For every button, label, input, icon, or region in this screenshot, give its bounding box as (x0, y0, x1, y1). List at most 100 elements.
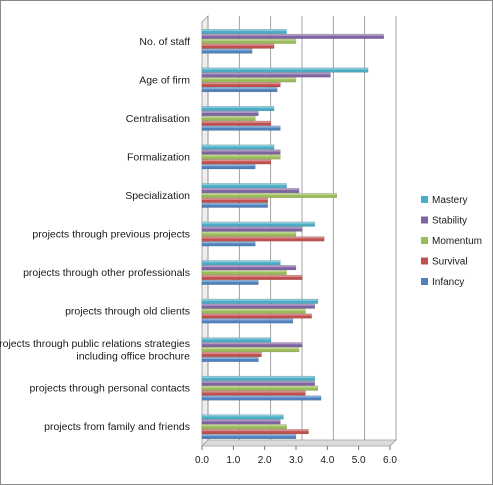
bar-momentum (201, 77, 297, 83)
bar-highlight (202, 67, 369, 70)
bar-momentum (201, 385, 319, 391)
bar-mastery (201, 221, 316, 227)
bar-infancy (201, 48, 253, 54)
bar-highlight (202, 226, 303, 229)
bar-highlight (202, 144, 275, 147)
bar-highlight (202, 313, 312, 316)
legend-label-survival: Survival (432, 257, 468, 268)
bar-highlight (202, 183, 287, 186)
bar-highlight (202, 198, 268, 200)
bar-highlight (202, 236, 325, 239)
bar-mastery (201, 106, 275, 112)
bar-highlight (202, 303, 315, 306)
bar-highlight (202, 29, 287, 32)
bar-survival (201, 429, 309, 435)
bar-momentum (201, 38, 297, 44)
bar-infancy (201, 164, 256, 170)
legend-swatch-mastery (421, 196, 428, 203)
bar-mastery (201, 144, 275, 150)
legend-swatch-stability (421, 216, 428, 224)
category-label: projects through old clients (65, 306, 190, 318)
bar-mastery (201, 28, 287, 34)
bar-highlight (202, 429, 309, 432)
bar-highlight (202, 260, 281, 263)
bar-highlight (202, 308, 306, 311)
bar-stability (201, 149, 281, 155)
bar-stability (201, 419, 281, 425)
bar-highlight (202, 419, 281, 422)
bar-survival (201, 274, 303, 280)
bar-highlight (202, 116, 256, 118)
bar-highlight (202, 231, 296, 234)
bar-mastery (201, 414, 284, 420)
bar-highlight (202, 154, 281, 157)
bar-highlight (202, 275, 303, 277)
bar-highlight (202, 342, 303, 345)
bar-highlight (202, 424, 287, 427)
category-label: No. of staff (139, 36, 190, 48)
bar-survival (201, 197, 269, 203)
bar-highlight (202, 202, 268, 205)
bar-highlight (202, 385, 318, 388)
bar-highlight (202, 270, 287, 273)
bar-highlight (202, 265, 296, 268)
bar-survival (201, 352, 262, 358)
bar-highlight (202, 120, 271, 123)
bar-momentum (201, 115, 256, 121)
bar-mastery (201, 337, 272, 343)
category-label: projects through public relations strate… (0, 338, 190, 350)
bar-infancy (201, 356, 259, 362)
bar-highlight (202, 159, 271, 162)
bar-infancy (201, 395, 322, 401)
legend-swatch-momentum (421, 237, 428, 244)
bar-stability (201, 265, 297, 271)
category-label: projects from family and friends (44, 421, 190, 433)
bar-survival (201, 120, 272, 126)
x-tick-label: 6.0 (383, 455, 397, 466)
bar-highlight (202, 77, 296, 80)
bar-highlight (202, 87, 278, 90)
bar-highlight (202, 318, 293, 321)
bar-mastery (201, 67, 369, 73)
bar-highlight (202, 280, 259, 282)
bar-highlight (202, 82, 281, 85)
bar-highlight (202, 347, 300, 350)
bar-highlight (202, 390, 306, 393)
bar-highlight (202, 164, 256, 167)
bar-highlight (202, 111, 259, 114)
legend-label-mastery: Mastery (432, 195, 468, 206)
bar-infancy (201, 279, 259, 285)
bar-highlight (202, 357, 259, 359)
bar-highlight (202, 380, 315, 383)
bar-highlight (202, 188, 300, 191)
bar-survival (201, 82, 281, 88)
bar-infancy (201, 241, 256, 247)
bar-highlight (202, 106, 275, 109)
bar-stability (201, 110, 259, 116)
legend-label-momentum: Momentum (432, 236, 482, 247)
bar-highlight (202, 38, 296, 41)
bar-highlight (202, 434, 296, 437)
bar-infancy (201, 318, 294, 324)
x-tick-label: 0.0 (195, 455, 209, 466)
bar-mastery (201, 298, 319, 304)
bar-momentum (201, 424, 287, 430)
bar-infancy (201, 125, 281, 131)
bar-stability (201, 72, 331, 78)
bar-highlight (202, 48, 253, 51)
bar-infancy (201, 87, 278, 93)
category-label: projects through personal contacts (29, 383, 190, 395)
bar-momentum (201, 192, 337, 198)
legend-label-infancy: Infancy (432, 277, 464, 288)
bar-stability (201, 380, 316, 386)
bar-highlight (202, 376, 315, 378)
bar-highlight (202, 395, 322, 398)
bar-highlight (202, 43, 275, 46)
category-label: projects through other professionals (23, 267, 190, 279)
x-tick-label: 4.0 (320, 455, 334, 466)
bar-momentum (201, 270, 287, 276)
x-tick-label: 5.0 (352, 455, 366, 466)
category-label: projects through previous projects (32, 229, 190, 241)
category-label: including office brochure (76, 350, 190, 362)
